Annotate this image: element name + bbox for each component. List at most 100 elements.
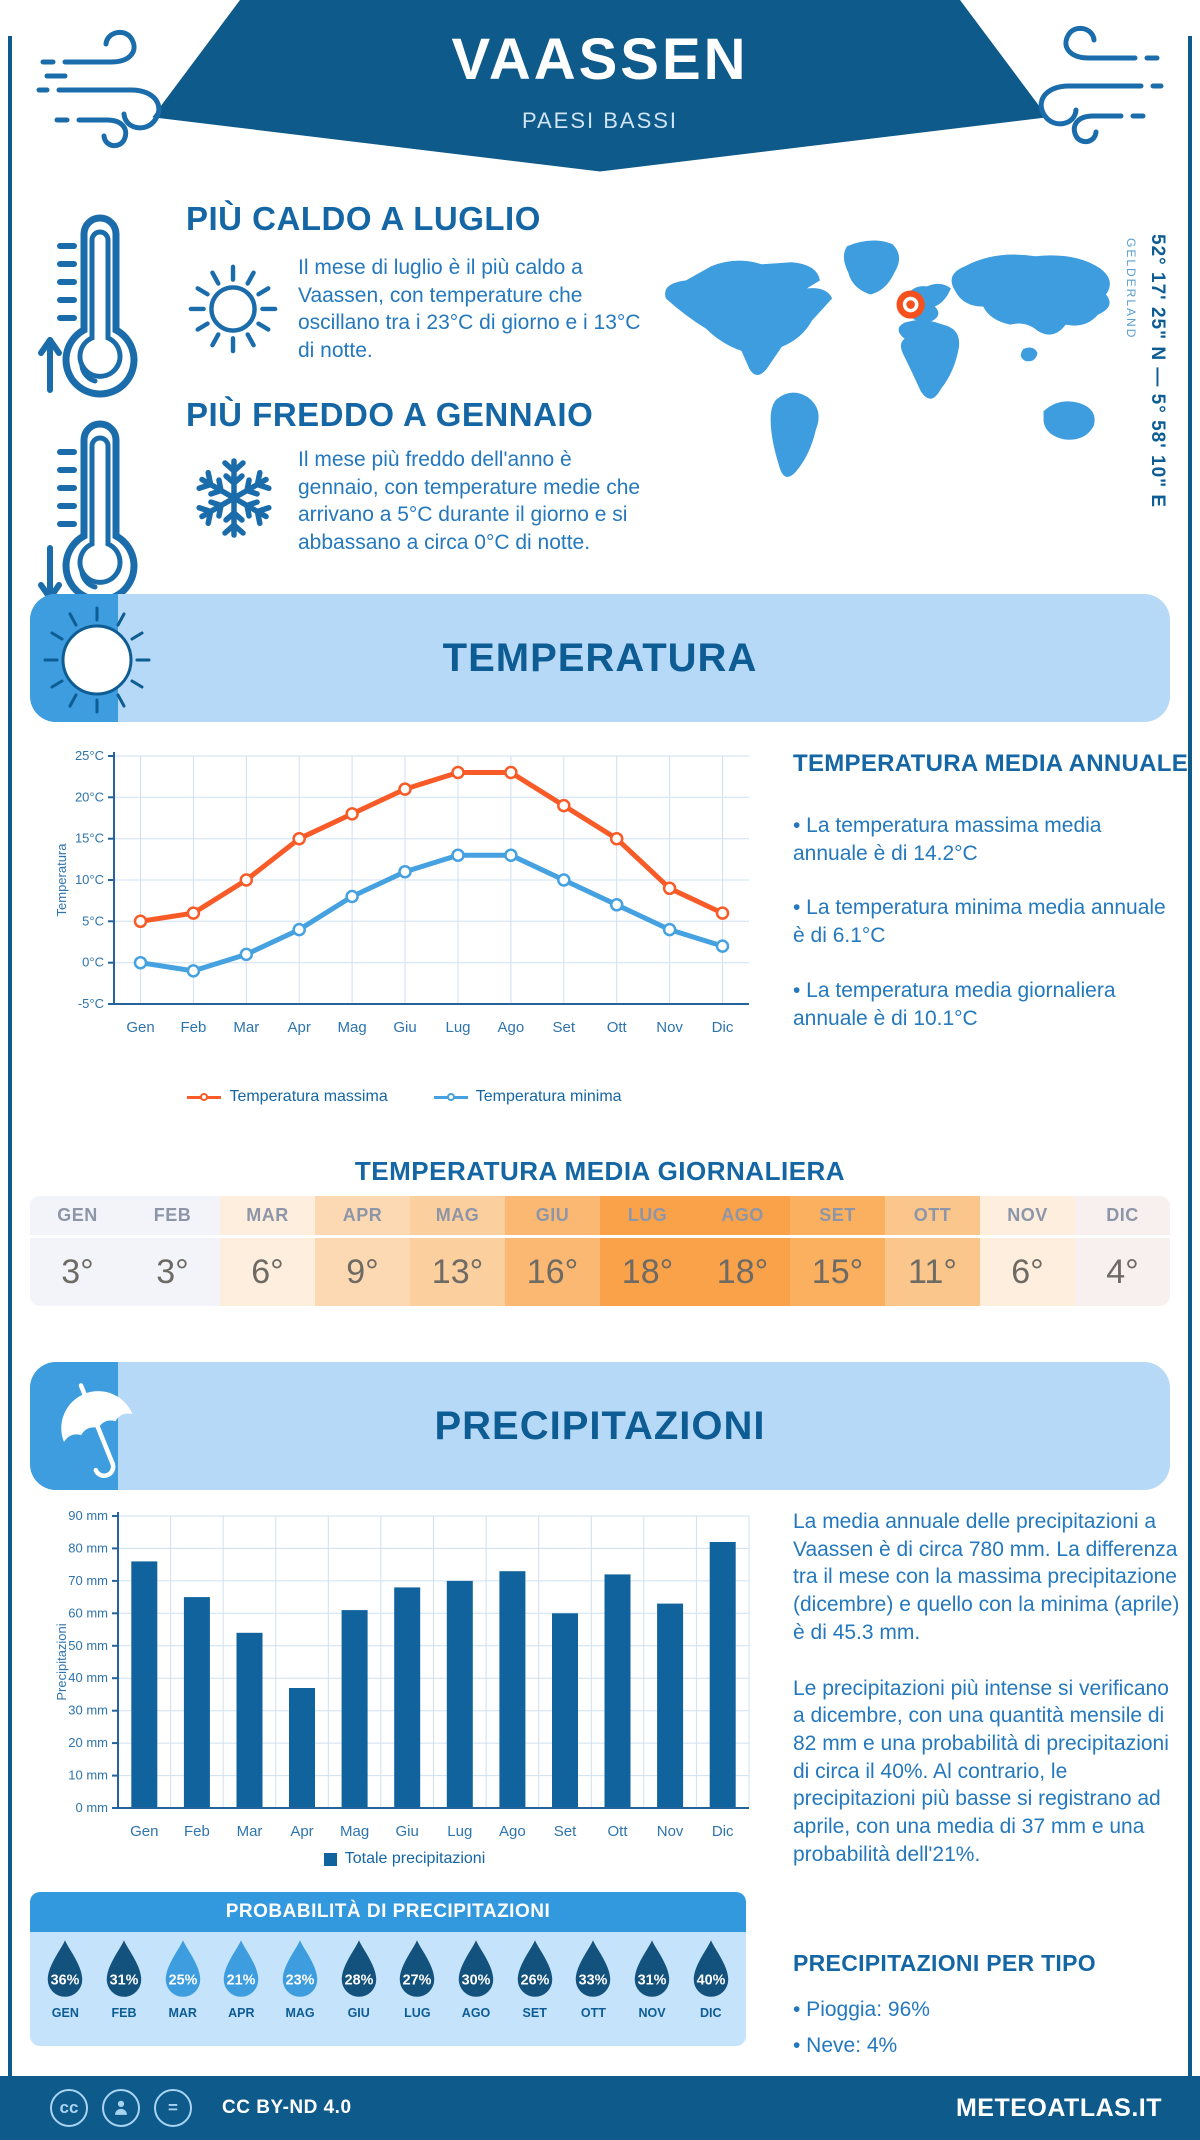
probability-month-label: OTT xyxy=(580,2006,606,2020)
summary-paragraph: Le precipitazioni più intense si verific… xyxy=(793,1676,1169,1866)
coordinates-label: 52° 17' 25" N — 5° 58' 10" E xyxy=(1147,234,1168,509)
right-border-line xyxy=(1188,36,1192,2076)
svg-text:Precipitazioni: Precipitazioni xyxy=(54,1623,69,1700)
legend-item: Temperatura massima xyxy=(187,1088,388,1106)
svg-text:31%: 31% xyxy=(110,1972,139,1988)
warmest-title: PIÙ CALDO A LUGLIO xyxy=(186,200,541,237)
probability-month-label: AGO xyxy=(461,2006,491,2020)
month-header-cell: GEN xyxy=(30,1196,125,1238)
band-background xyxy=(30,1362,1170,1490)
svg-text:Gen: Gen xyxy=(130,1823,158,1840)
probability-month-label: SET xyxy=(522,2006,547,2020)
month-header-cell: LUG xyxy=(600,1196,695,1238)
precipitation-summary: La media annuale delle precipitazioni a … xyxy=(793,1508,1183,1897)
daily-temperature-table: GEN FEB MAR APR MAG GIU LUG AGO SET OTT NOV DIC 3° 3°… xyxy=(30,1196,1170,1306)
legend-item: Temperatura minima xyxy=(433,1088,622,1106)
coldest-text: Il mese più freddo dell'anno è gennaio, … xyxy=(298,448,641,555)
temperature-value-cell: 9° xyxy=(315,1238,410,1306)
probability-month: 33% OTT xyxy=(564,1938,623,2042)
svg-text:36%: 36% xyxy=(51,1972,80,1988)
svg-text:80 mm: 80 mm xyxy=(68,1540,108,1555)
temperature-line-chart: -5°C 0°C 5°C 10°C 15°C 20°C 25°C Gen Feb Mar Apr Ma… xyxy=(52,742,757,1065)
legend-item: Totale precipitazioni xyxy=(323,1850,486,1868)
month-header-cell: MAG xyxy=(410,1196,505,1238)
temperature-value-cell: 18° xyxy=(600,1238,695,1306)
svg-text:Dic: Dic xyxy=(712,1823,734,1840)
sun-icon xyxy=(42,598,152,727)
svg-text:Feb: Feb xyxy=(184,1823,210,1840)
svg-text:Mag: Mag xyxy=(338,1019,367,1036)
svg-text:26%: 26% xyxy=(520,1972,549,1988)
svg-text:33%: 33% xyxy=(579,1972,608,1988)
probability-month-label: FEB xyxy=(111,2006,137,2020)
precipitation-by-type-title: PRECIPITAZIONI PER TIPO xyxy=(793,1950,1096,1976)
legend-label: Totale precipitazioni xyxy=(344,1850,486,1867)
probability-month: 26% SET xyxy=(505,1938,564,2042)
svg-text:30 mm: 30 mm xyxy=(68,1703,108,1718)
temperature-value-cell: 13° xyxy=(410,1238,505,1306)
precipitation-probability-drops: 36% GEN 31% FEB 25% MAR 21% APR 23% MAG 28% GIU 27% L… xyxy=(30,1932,746,2046)
probability-month-label: GEN xyxy=(51,2006,79,2020)
svg-text:20 mm: 20 mm xyxy=(68,1735,108,1750)
probability-month-label: MAR xyxy=(168,2006,197,2020)
month-header-cell: AGO xyxy=(695,1196,790,1238)
thermometer-up-icon xyxy=(38,212,158,412)
svg-text:15°C: 15°C xyxy=(75,831,104,846)
temperature-value-cell: 16° xyxy=(505,1238,600,1306)
legend-line-marker-icon xyxy=(433,1093,468,1101)
license-icons: cc = xyxy=(50,2089,192,2127)
month-header-cell: FEB xyxy=(125,1196,220,1238)
svg-text:5°C: 5°C xyxy=(82,913,104,928)
license-label: CC BY-ND 4.0 xyxy=(222,2097,352,2118)
probability-month-label: NOV xyxy=(638,2006,666,2020)
svg-text:Giu: Giu xyxy=(393,1019,416,1036)
precipitation-probability-title: PROBABILITÀ DI PRECIPITAZIONI xyxy=(30,1892,746,1932)
month-header-cell: APR xyxy=(315,1196,410,1238)
snowflake-icon xyxy=(188,452,280,549)
svg-text:40 mm: 40 mm xyxy=(68,1670,108,1685)
probability-month-label: LUG xyxy=(404,2006,431,2020)
warmest-text: Il mese di luglio è il più caldo a Vaass… xyxy=(298,256,641,363)
summary-paragraph: La media annuale delle precipitazioni a … xyxy=(793,1510,1180,1644)
precipitation-chart-legend: Totale precipitazioni xyxy=(52,1850,757,1868)
thermometer-down-icon xyxy=(38,418,158,618)
annual-bullet: • La temperatura media giornaliera annua… xyxy=(793,978,1116,1030)
temperature-value-cell: 4° xyxy=(1075,1238,1170,1306)
location-marker xyxy=(896,290,925,319)
temperature-value-cell: 18° xyxy=(695,1238,790,1306)
annual-bullet: • La temperatura massima media annuale è… xyxy=(793,814,1102,865)
precipitation-probability-box: PROBABILITÀ DI PRECIPITAZIONI 36% GEN 31% F… xyxy=(30,1892,746,2046)
umbrella-icon xyxy=(44,1370,154,1493)
attribution-person-icon xyxy=(102,2089,140,2127)
svg-text:-5°C: -5°C xyxy=(78,996,104,1011)
probability-month: 27% LUG xyxy=(388,1938,447,2042)
probability-month: 28% GIU xyxy=(329,1938,388,2042)
svg-text:Ott: Ott xyxy=(607,1019,628,1036)
annual-bullet: • La temperatura minima media annuale è … xyxy=(793,896,1166,948)
svg-text:Mar: Mar xyxy=(233,1019,259,1036)
svg-text:Nov: Nov xyxy=(657,1823,684,1840)
page-title: VAASSEN xyxy=(451,27,749,92)
precipitation-section-header: PRECIPITAZIONI xyxy=(30,1362,1170,1490)
svg-text:Mag: Mag xyxy=(340,1823,369,1840)
temperature-value-cell: 6° xyxy=(220,1238,315,1306)
raindrop-icon: 21% xyxy=(224,1940,259,1997)
raindrop-icon: 36% xyxy=(48,1940,83,1997)
probability-month-label: GIU xyxy=(347,2006,370,2020)
svg-text:30%: 30% xyxy=(462,1972,491,1988)
svg-text:Temperatura: Temperatura xyxy=(54,843,69,917)
annual-temperature-bullets: • La temperatura massima media annuale è… xyxy=(793,812,1178,1059)
probability-month: 23% MAG xyxy=(271,1938,330,2042)
month-header-cell: MAR xyxy=(220,1196,315,1238)
svg-text:31%: 31% xyxy=(638,1972,667,1988)
svg-text:Giu: Giu xyxy=(396,1823,419,1840)
cc-icon: cc xyxy=(50,2089,88,2127)
precipitation-by-type-bullets: • Pioggia: 96% • Neve: 4% xyxy=(793,1992,1173,2063)
temperature-value-cell: 6° xyxy=(980,1238,1075,1306)
raindrop-icon: 25% xyxy=(165,1940,200,1997)
svg-text:Ago: Ago xyxy=(499,1823,526,1840)
annual-temperature-title: TEMPERATURA MEDIA ANNUALE xyxy=(793,750,1189,777)
svg-text:20°C: 20°C xyxy=(75,789,104,804)
temperature-section-title: TEMPERATURA xyxy=(442,635,758,680)
temperature-chart-legend: Temperatura massima Temperatura minima xyxy=(52,1088,757,1106)
